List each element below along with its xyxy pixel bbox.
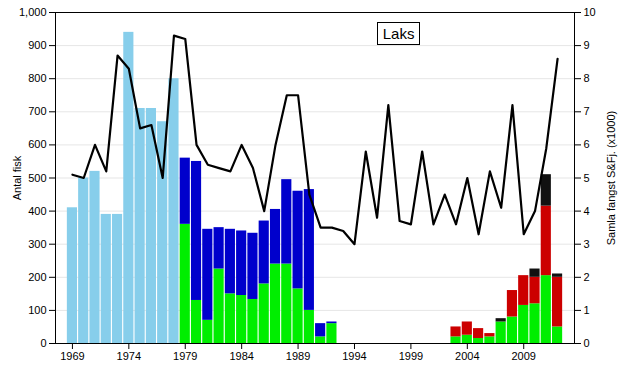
svg-text:Samla fangst S&Fj. (x1000): Samla fangst S&Fj. (x1000) (605, 111, 617, 246)
svg-text:4: 4 (584, 205, 590, 217)
svg-text:0: 0 (584, 337, 590, 349)
svg-text:400: 400 (28, 205, 46, 217)
svg-text:500: 500 (28, 172, 46, 184)
svg-text:1974: 1974 (117, 350, 141, 362)
svg-text:100: 100 (28, 304, 46, 316)
svg-text:0: 0 (40, 337, 46, 349)
svg-text:Antal fisk: Antal fisk (11, 155, 23, 200)
svg-text:1984: 1984 (229, 350, 253, 362)
svg-text:200: 200 (28, 271, 46, 283)
svg-text:1994: 1994 (342, 350, 366, 362)
svg-text:300: 300 (28, 238, 46, 250)
svg-text:1: 1 (584, 304, 590, 316)
svg-text:3: 3 (584, 238, 590, 250)
svg-text:900: 900 (28, 39, 46, 51)
svg-text:1979: 1979 (173, 350, 197, 362)
svg-text:8: 8 (584, 72, 590, 84)
svg-text:1989: 1989 (286, 350, 310, 362)
svg-text:9: 9 (584, 39, 590, 51)
svg-text:1969: 1969 (60, 350, 84, 362)
svg-text:6: 6 (584, 138, 590, 150)
svg-text:2004: 2004 (455, 350, 479, 362)
svg-text:1999: 1999 (399, 350, 423, 362)
svg-text:700: 700 (28, 105, 46, 117)
svg-text:2: 2 (584, 271, 590, 283)
svg-text:800: 800 (28, 72, 46, 84)
html-text:Laks: Laks (382, 24, 415, 42)
svg-text:7: 7 (584, 105, 590, 117)
svg-text:10: 10 (584, 6, 596, 18)
svg-text:2009: 2009 (511, 350, 535, 362)
svg-text:600: 600 (28, 138, 46, 150)
svg-text:5: 5 (584, 172, 590, 184)
svg-text:1,000: 1,000 (19, 6, 47, 18)
